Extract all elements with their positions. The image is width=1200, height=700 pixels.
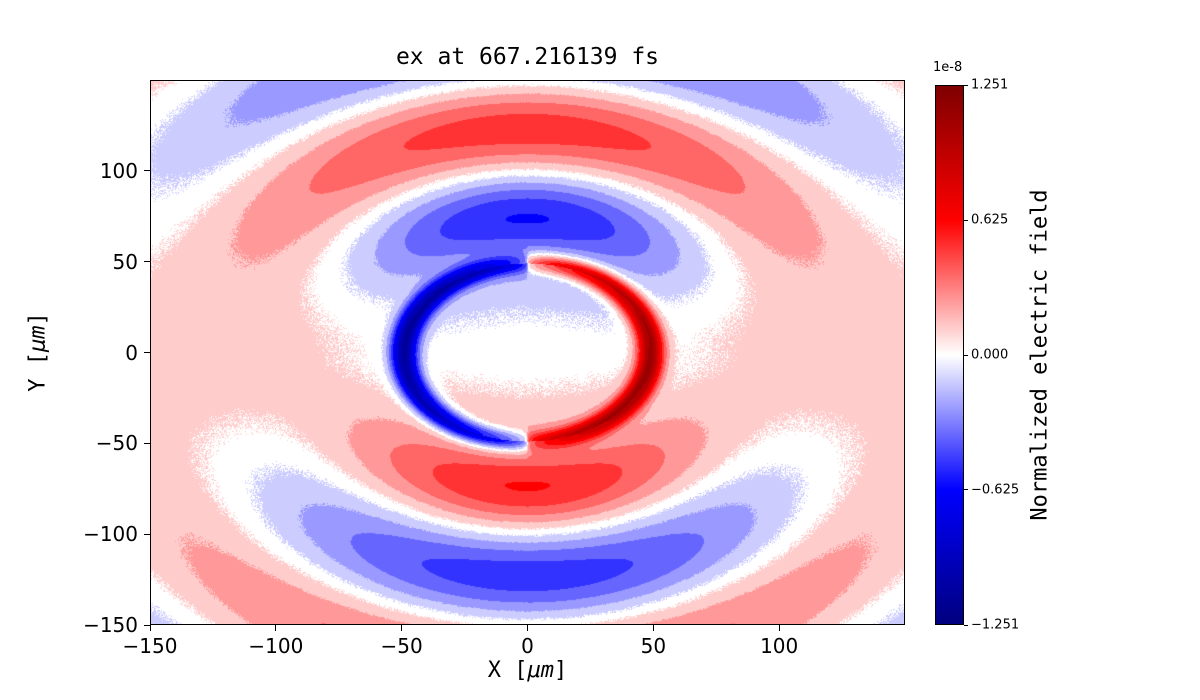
x-tick-label: −50 [380,634,423,658]
x-tick-mark [275,625,277,631]
y-tick-mark [144,261,150,263]
y-tick-label: 100 [99,158,138,183]
colorbar-tick-label: 0.625 [971,212,1009,228]
colorbar-tick-label: 1.251 [971,77,1009,93]
colorbar-tick-label: −1.251 [971,617,1020,633]
colorbar [935,85,964,625]
x-tick-label: −150 [122,634,178,658]
y-tick-label: −50 [95,431,138,456]
x-tick-label: 0 [521,634,534,658]
x-tick-mark [401,625,403,631]
x-tick-mark [149,625,151,631]
colorbar-tick-label: −0.625 [971,482,1020,498]
colorbar-tick-mark [964,219,968,221]
x-tick-mark [652,625,654,631]
y-tick-mark [144,442,150,444]
colorbar-tick-mark [964,84,968,86]
colorbar-offset-label: 1e-8 [933,60,963,75]
x-tick-label: −100 [248,634,304,658]
y-tick-label: 0 [125,340,138,365]
plot-title: ex at 667.216139 fs [395,44,660,70]
x-tick-label: 100 [760,634,799,658]
x-axis-label-pre: X [ [487,658,528,683]
colorbar-label: Normalized electric field [1027,189,1053,521]
y-axis-label-post: ] [25,312,51,326]
x-tick-label: 50 [640,634,667,658]
x-axis-label-unit: μm [527,658,555,683]
x-axis-label-post: ] [554,658,568,683]
x-tick-mark [527,625,528,631]
colorbar-tick-mark [964,624,968,626]
y-tick-mark [144,170,150,172]
y-tick-mark [144,533,150,535]
y-tick-label: 50 [112,249,138,274]
y-tick-label: −100 [83,522,138,547]
colorbar-tick-mark [964,354,968,356]
x-axis-label: X [μm] [150,658,905,683]
y-tick-label: −150 [83,613,138,637]
y-tick-mark [144,352,150,353]
colorbar-tick-mark [964,489,968,491]
heatmap-canvas [150,80,905,625]
x-tick-mark [778,625,780,631]
y-tick-mark [144,624,150,626]
colorbar-tick-label: 0.000 [971,347,1009,363]
